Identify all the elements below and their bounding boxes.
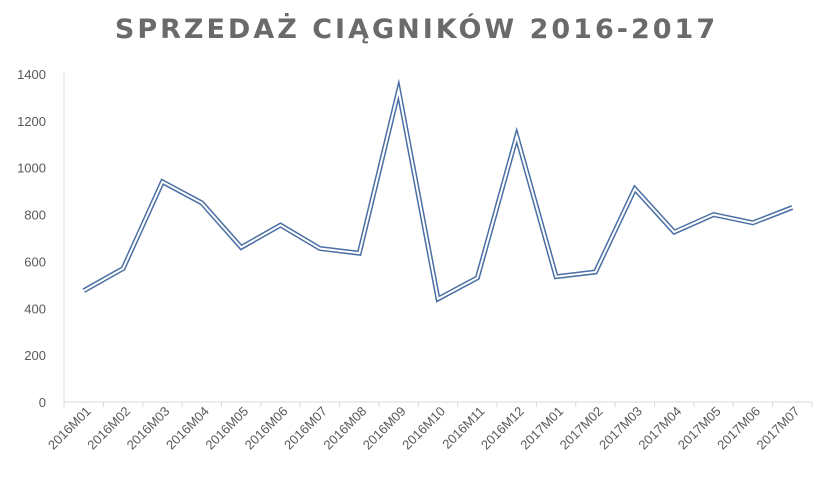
- y-tick-label: 1200: [17, 114, 46, 129]
- series-line: [82, 78, 794, 303]
- y-tick-label: 1400: [17, 67, 46, 82]
- y-tick-label: 200: [24, 348, 46, 363]
- x-axis-ticks: 2016M012016M022016M032016M042016M052016M…: [45, 404, 803, 453]
- y-tick-label: 600: [24, 254, 46, 269]
- y-axis-ticks: 0 200 400 600 800 1000 1200 1400: [17, 67, 46, 410]
- y-tick-label: 1000: [17, 161, 46, 176]
- chart-title: SPRZEDAŻ CIĄGNIKÓW 2016-2017: [114, 14, 719, 45]
- axes: [63, 72, 813, 407]
- series-group: [82, 78, 794, 303]
- y-tick-label: 0: [39, 395, 46, 410]
- y-tick-label: 800: [24, 208, 46, 223]
- x-tick-label: 2017M07: [753, 404, 802, 453]
- y-tick-label: 400: [24, 301, 46, 316]
- x-tick-label: 2016M10: [399, 404, 448, 453]
- series-line-inner: [83, 85, 793, 301]
